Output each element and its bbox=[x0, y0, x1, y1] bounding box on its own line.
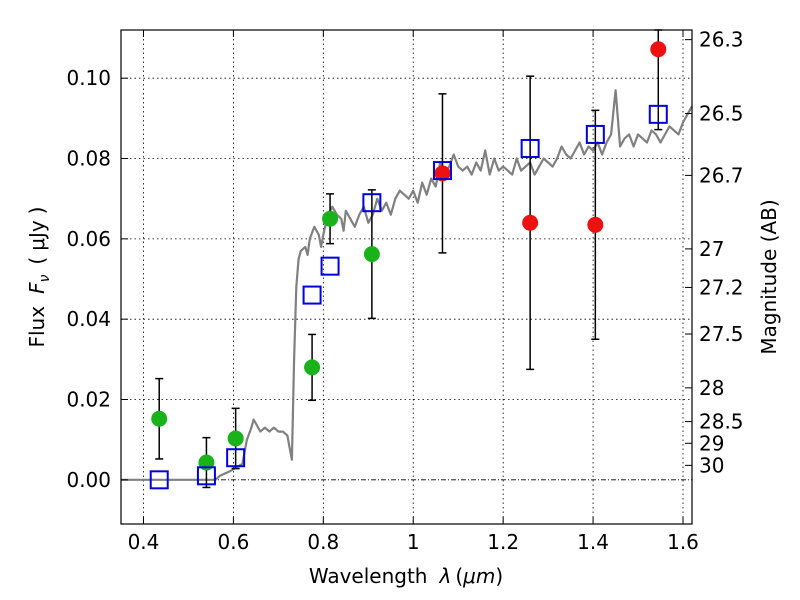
y-axis-subscript: ν bbox=[37, 274, 53, 282]
observed-optical-point bbox=[322, 210, 339, 227]
y-tick-label: 0.08 bbox=[66, 147, 111, 171]
x-tick-label: 1.6 bbox=[667, 530, 699, 554]
y-tick-label: 0.00 bbox=[66, 468, 111, 492]
model-photometry-point bbox=[149, 470, 169, 490]
plot-frame bbox=[120, 29, 693, 525]
y2-tick-label: 26.5 bbox=[699, 102, 744, 126]
observed-optical-point bbox=[227, 430, 244, 447]
x-axis-title: Wavelength λ (μm) bbox=[309, 564, 503, 588]
observed-optical-point bbox=[151, 410, 168, 427]
model-photometry-point bbox=[362, 193, 382, 213]
y-axis-symbol: F bbox=[25, 282, 49, 294]
y2-axis-title: Magnitude (AB) bbox=[757, 199, 781, 354]
y-axis-title: FluxFν(μJy) bbox=[25, 206, 53, 347]
y-tick-label: 0.04 bbox=[66, 307, 111, 331]
model-photometry-point bbox=[520, 138, 540, 158]
model-photometry-point bbox=[585, 124, 605, 144]
y-tick-label: 0.10 bbox=[66, 66, 111, 90]
y2-tick-label: 27.2 bbox=[699, 275, 744, 299]
model-spectrum-line bbox=[121, 89, 693, 481]
model-photometry-point bbox=[648, 104, 668, 124]
model-photometry-point bbox=[196, 466, 216, 486]
y-tick-label: 0.06 bbox=[66, 227, 111, 251]
observed-optical-point bbox=[198, 454, 215, 471]
observed-near-ir-point bbox=[522, 214, 539, 231]
y2-tick-label: 28 bbox=[699, 376, 724, 400]
y2-tick-label: 27 bbox=[699, 237, 724, 261]
observed-near-ir-point bbox=[587, 216, 604, 233]
model-photometry-point bbox=[432, 161, 452, 181]
x-axis-symbol: λ bbox=[438, 564, 451, 588]
x-tick-label: 1.4 bbox=[577, 530, 609, 554]
y2-tick-label: 30 bbox=[699, 453, 724, 477]
y-tick-label: 0.02 bbox=[66, 387, 111, 411]
y2-tick-label: 28.5 bbox=[699, 410, 744, 434]
data-markers bbox=[149, 41, 668, 490]
x-axis-label: Wavelength bbox=[309, 564, 428, 588]
observed-optical-point bbox=[363, 246, 380, 263]
y2-tick-label: 27.5 bbox=[699, 322, 744, 346]
error-bars bbox=[155, 29, 663, 489]
x-tick-label: 0.6 bbox=[217, 530, 249, 554]
model-photometry-point bbox=[302, 285, 322, 305]
y2-tick-label: 26.3 bbox=[699, 28, 744, 52]
x-axis-unit: μm bbox=[462, 564, 495, 588]
model-spectrum-layer bbox=[121, 89, 693, 481]
observed-near-ir-point bbox=[650, 41, 667, 58]
y-axis-ticks: 0.00 0.02 0.04 0.06 0.08 0.10 bbox=[66, 66, 128, 492]
x-tick-label: 1 bbox=[407, 530, 420, 554]
y2-tick-label: 26.7 bbox=[699, 163, 744, 187]
observed-optical-point bbox=[304, 359, 321, 376]
grid bbox=[121, 30, 692, 524]
x-tick-label: 0.4 bbox=[128, 530, 160, 554]
x-axis-ticks: 0.4 0.6 0.8 1 1.2 1.4 1.6 bbox=[128, 30, 699, 554]
model-photometry-point bbox=[226, 448, 246, 468]
y-axis-label: Flux bbox=[25, 306, 49, 348]
y-axis-unit: μJy bbox=[25, 220, 49, 251]
x-tick-label: 0.8 bbox=[307, 530, 339, 554]
x-tick-label: 1.2 bbox=[487, 530, 519, 554]
y2-tick-label: 29 bbox=[699, 431, 724, 455]
model-photometry-point bbox=[320, 256, 340, 276]
